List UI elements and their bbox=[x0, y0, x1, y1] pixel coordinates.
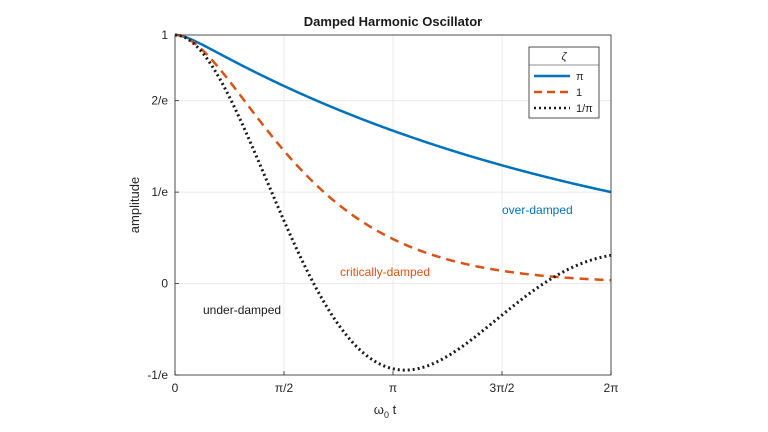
x-tick-label: 2π bbox=[604, 381, 619, 395]
x-axis-label-omega: ω bbox=[374, 402, 384, 417]
y-tick-label: 2/e bbox=[151, 94, 168, 108]
legend-label-1-over-pi: 1/π bbox=[576, 103, 593, 115]
series-line-zeta-1-over-pi bbox=[174, 33, 612, 372]
y-tick-label: -1/e bbox=[147, 368, 168, 382]
annotation-critically-damped: critically-damped bbox=[340, 265, 430, 279]
series-line-zeta-pi bbox=[174, 33, 612, 194]
y-axis-label: amplitude bbox=[127, 177, 142, 233]
legend-label-1: 1 bbox=[576, 87, 582, 99]
legend-label-pi: π bbox=[576, 71, 584, 83]
x-axis-label-subscript: 0 bbox=[384, 410, 389, 420]
x-axis-label: ω0 t bbox=[374, 402, 397, 420]
tick-labels: 0 π/2 π 3π/2 2π -1/e 0 1/e 2/e 1 bbox=[147, 28, 618, 395]
annotation-over-damped: over-damped bbox=[502, 203, 573, 217]
chart-title: Damped Harmonic Oscillator bbox=[304, 14, 482, 29]
x-tick-label: 0 bbox=[172, 381, 179, 395]
legend-title: ζ bbox=[561, 51, 567, 63]
legend-box bbox=[528, 46, 600, 119]
x-tick-label: π bbox=[389, 381, 397, 395]
tick-marks bbox=[174, 34, 612, 376]
legend: ζ π 1 1/π bbox=[528, 46, 600, 119]
y-tick-label: 0 bbox=[161, 277, 168, 291]
x-tick-label: 3π/2 bbox=[490, 381, 515, 395]
y-tick-label: 1/e bbox=[151, 185, 168, 199]
annotation-under-damped: under-damped bbox=[203, 303, 281, 317]
y-tick-label: 1 bbox=[161, 28, 168, 42]
x-tick-label: π/2 bbox=[275, 381, 294, 395]
series-lines bbox=[174, 33, 612, 372]
x-axis-label-t: t bbox=[389, 402, 397, 417]
series-line-zeta-1 bbox=[174, 33, 612, 282]
